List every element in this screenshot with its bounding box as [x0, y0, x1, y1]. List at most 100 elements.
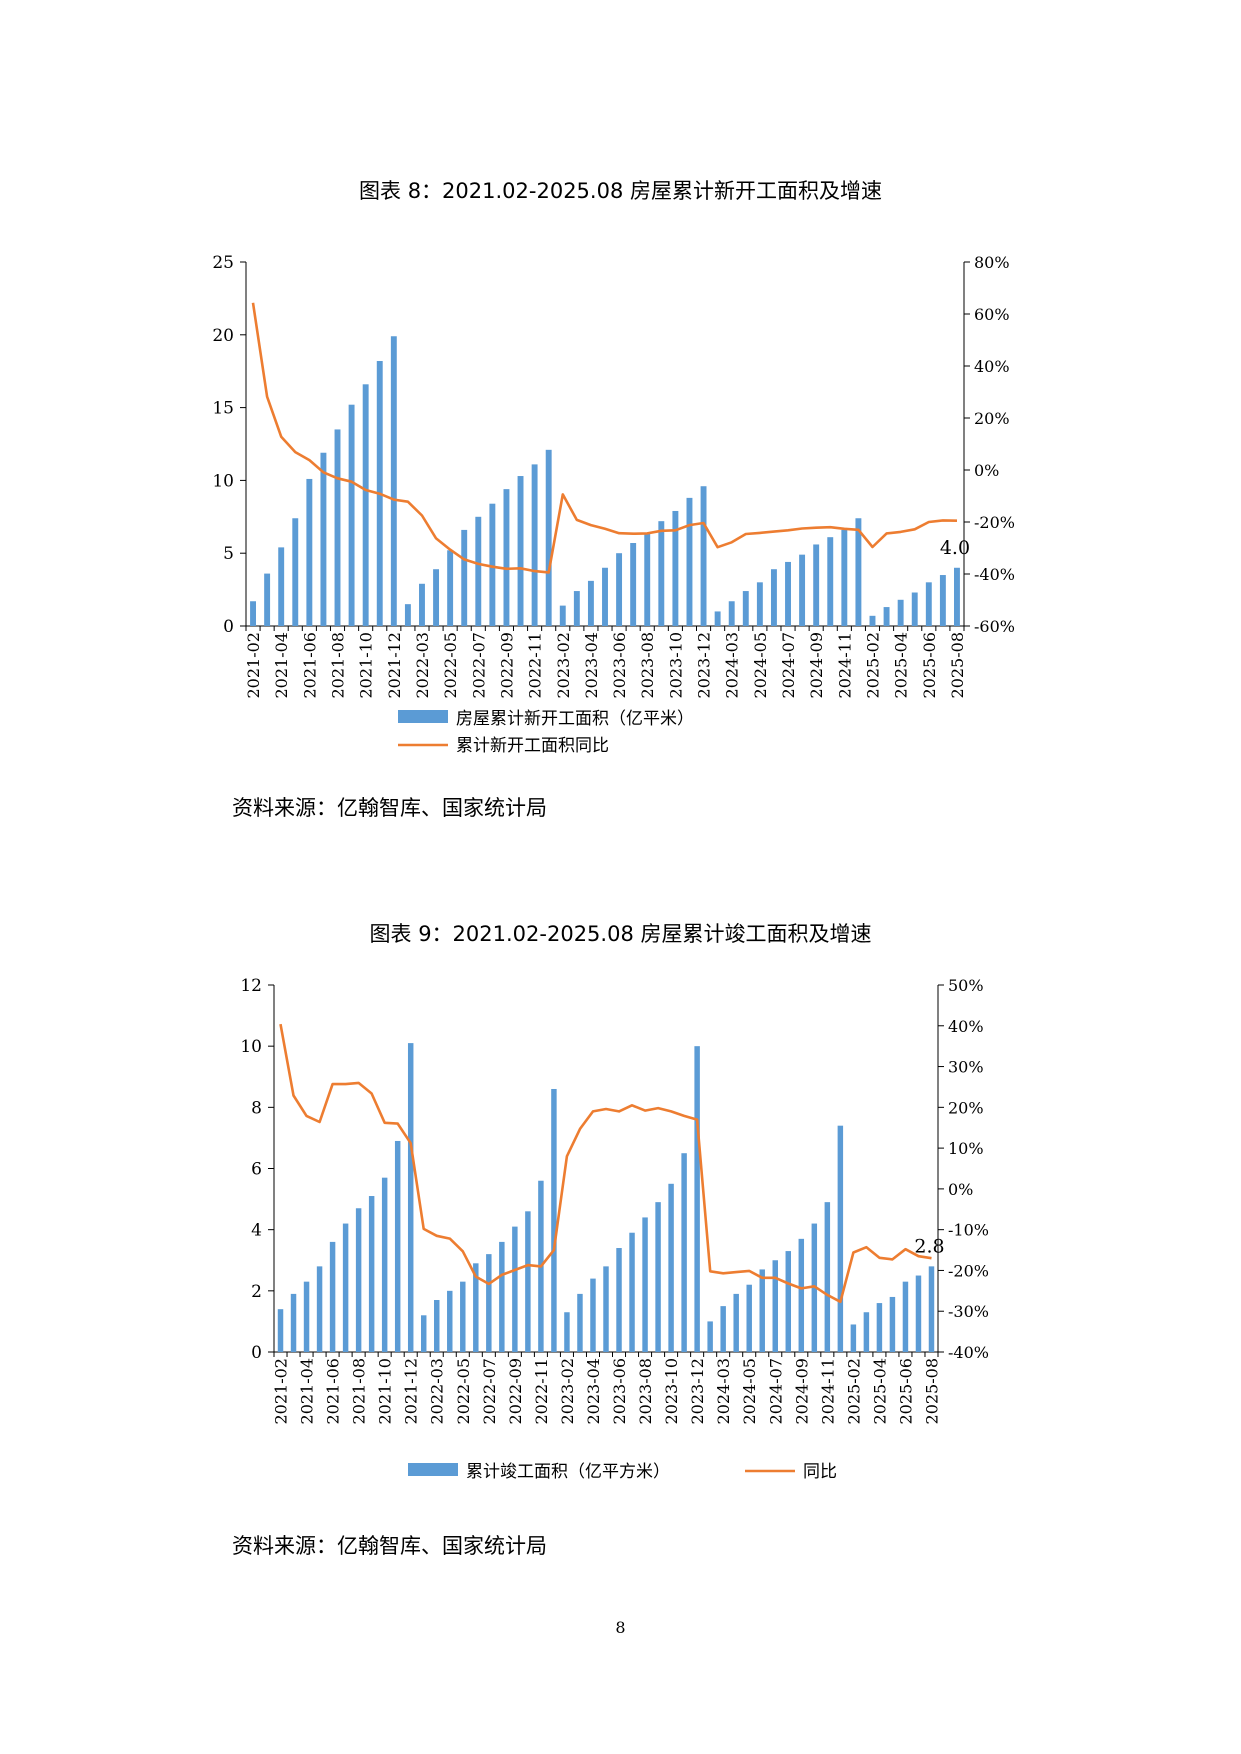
bar: [827, 537, 834, 626]
bar: [525, 1211, 531, 1352]
bar: [489, 503, 496, 626]
bar: [841, 529, 848, 626]
chart-9-source: 资料来源：亿翰智库、国家统计局: [232, 1534, 547, 1558]
bar: [798, 1238, 805, 1352]
x-tick-label: 2022-09: [506, 1358, 525, 1424]
x-tick-label: 2024-09: [807, 632, 826, 698]
chart-8-source: 资料来源：亿翰智库、国家统计局: [232, 796, 547, 820]
right-tick-label: -60%: [974, 617, 1015, 636]
left-tick-label: 20: [212, 326, 234, 346]
right-tick-label: -20%: [974, 513, 1015, 532]
x-tick-label: 2021-04: [298, 1358, 317, 1424]
right-tick-label: -20%: [948, 1261, 989, 1280]
x-tick-label: 2023-08: [636, 1358, 655, 1424]
legend-line-label: 累计新开工面积同比: [456, 736, 609, 756]
bar: [902, 1281, 909, 1352]
x-tick-label: 2024-09: [792, 1358, 811, 1424]
bar: [616, 553, 623, 626]
bar: [499, 1241, 505, 1352]
bar: [954, 567, 960, 626]
bar: [545, 449, 552, 626]
legend-bar-swatch: [398, 710, 448, 723]
right-tick-label: -30%: [948, 1302, 989, 1321]
x-tick-label: 2021-10: [376, 1358, 395, 1424]
x-tick-label: 2022-09: [497, 632, 516, 698]
x-tick-label: 2021-02: [272, 1358, 291, 1424]
x-tick-label: 2025-08: [922, 1358, 941, 1424]
bar: [863, 1312, 870, 1352]
bar: [577, 1293, 583, 1352]
bar: [473, 1263, 479, 1352]
bar: [756, 582, 763, 626]
bar: [785, 561, 791, 626]
bar: [616, 1248, 622, 1352]
x-tick-label: 2021-08: [350, 1358, 369, 1424]
bar: [447, 1290, 453, 1352]
left-tick-label: 10: [240, 1037, 262, 1057]
bar: [889, 1296, 896, 1352]
legend-bar-swatch: [408, 1463, 458, 1476]
bar: [655, 1202, 661, 1352]
x-tick-label: 2023-10: [662, 1358, 681, 1424]
chart-9-completion: 0 2 4 6 8 10 12 -40% -30% -20% -10% 0% 10% 20% 30% 40% 5…: [240, 976, 989, 1482]
x-tick-label: 2023-02: [558, 1358, 577, 1424]
bar: [434, 1300, 440, 1352]
bar: [602, 567, 608, 626]
x-tick-label: 2021-04: [272, 632, 291, 698]
right-tick-label: 40%: [948, 1017, 984, 1036]
x-tick-label: 2024-05: [740, 1358, 759, 1424]
bar: [644, 532, 651, 626]
left-tick-label: 0: [223, 617, 234, 637]
x-tick-label: 2024-11: [835, 632, 854, 698]
bar: [447, 550, 454, 626]
bar: [939, 575, 946, 626]
bar: [461, 529, 468, 626]
bar: [292, 518, 299, 626]
left-tick-label: 4: [251, 1221, 262, 1241]
bar: [869, 615, 876, 626]
bar: [573, 591, 580, 626]
x-tick-label: 2024-07: [766, 1358, 785, 1424]
bar: [714, 611, 721, 626]
bar: [348, 404, 355, 626]
bar: [897, 599, 904, 626]
bar: [707, 1321, 713, 1352]
bar: [837, 1125, 844, 1352]
right-tick-label: 20%: [948, 1098, 984, 1117]
x-tick-label: 2023-04: [582, 632, 601, 698]
x-tick-label: 2025-04: [870, 1358, 889, 1424]
right-tick-label: 80%: [974, 253, 1010, 272]
x-tick-label: 2023-02: [554, 632, 573, 698]
bar: [770, 569, 777, 626]
x-tick-label: 2023-12: [695, 632, 714, 698]
bar: [306, 478, 313, 626]
right-tick-label: 0%: [948, 1180, 973, 1199]
bar: [759, 1269, 765, 1352]
x-tick-label: 2021-06: [324, 1358, 343, 1424]
bar: [603, 1266, 609, 1352]
right-tick-label: 60%: [974, 305, 1010, 324]
x-tick-label: 2023-04: [584, 1358, 603, 1424]
bar: [850, 1324, 857, 1352]
bar: [642, 1217, 648, 1352]
bar: [486, 1254, 492, 1352]
x-tick-label: 2021-02: [244, 632, 263, 698]
bar: [694, 1046, 700, 1352]
bar: [772, 1260, 778, 1352]
x-tick-label: 2025-08: [948, 632, 967, 698]
yoy-line: [279, 1023, 932, 1304]
bar: [564, 1312, 570, 1352]
bar: [668, 1183, 674, 1352]
x-tick-label: 2025-06: [920, 632, 939, 698]
left-tick-label: 0: [251, 1343, 262, 1363]
bar: [420, 1315, 427, 1352]
bar: [855, 518, 862, 626]
bar: [342, 1223, 349, 1352]
bar: [460, 1281, 466, 1352]
bar: [394, 1140, 401, 1352]
legend-line-label: 同比: [803, 1462, 837, 1482]
bar: [362, 384, 369, 626]
x-tick-label: 2023-08: [638, 632, 657, 698]
bar: [672, 510, 679, 626]
bar: [368, 1196, 375, 1352]
